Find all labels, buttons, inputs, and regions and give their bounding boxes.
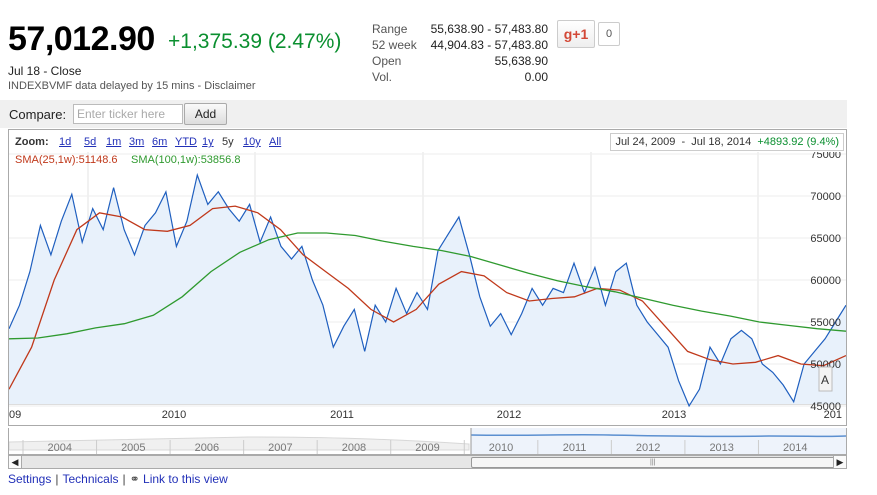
stat-label: 52 week (372, 38, 417, 52)
close-date: Jul 18 - Close (8, 64, 82, 78)
range-separator: - (681, 136, 686, 148)
link-icon: ⚭ (129, 472, 140, 486)
stat-label: Vol. (372, 70, 393, 84)
zoom-option-1m[interactable]: 1m (106, 136, 122, 148)
x-tick-label: 09 (9, 409, 21, 421)
zoom-option-all[interactable]: All (269, 136, 282, 148)
range-navigator[interactable]: 2004 2005 2006 2007 2008 2009 2010 2011 2012 2013… (8, 428, 847, 455)
x-tick-label: 2010 (162, 409, 186, 421)
navigator-year-label: 2006 (195, 442, 219, 454)
navigator-year-label: 2012 (636, 442, 660, 454)
navigator-chart[interactable]: 2004 2005 2006 2007 2008 2009 2010 2011 2012 2013… (8, 428, 847, 454)
zoom-bar: Zoom: 1d 5d 1m 3m 6m YTD 1y 5y 10y All J… (9, 130, 846, 152)
range-end[interactable]: Jul 18, 2014 (691, 136, 752, 148)
chart-panel: Zoom: 1d 5d 1m 3m 6m YTD 1y 5y 10y All J… (8, 129, 847, 426)
zoom-option-6m[interactable]: 6m (152, 136, 168, 148)
zoom-option-1y[interactable]: 1y (202, 136, 214, 148)
zoom-option-5d[interactable]: 5d (84, 136, 97, 148)
navigator-history-area (8, 436, 470, 451)
stat-value: 55,638.90 - 57,483.80 (430, 22, 548, 36)
x-tick-label: 2013 (662, 409, 686, 421)
zoom-option-3m[interactable]: 3m (129, 136, 145, 148)
navigator-year-label: 2007 (268, 442, 292, 454)
price-chart[interactable]: 75000 70000 65000 60000 55000 50000 45000 09 20… (9, 152, 846, 424)
navigator-year-label: 2011 (563, 442, 587, 454)
stat-row-range: Range 55,638.90 - 57,483.80 (372, 22, 548, 38)
horizontal-scrollbar[interactable]: ◀ ||| ▶ (8, 455, 847, 469)
svg-text:A: A (821, 373, 829, 387)
y-tick-label: 65000 (810, 233, 841, 245)
technicals-link[interactable]: Technicals (62, 472, 119, 486)
price-change: +1,375.39 (2.47%) (168, 30, 342, 53)
y-tick-label: 70000 (810, 191, 841, 203)
gplus-count: 0 (598, 22, 620, 46)
range-change: +4893.92 (9.4%) (757, 136, 839, 148)
x-tick-label: 201 (824, 409, 842, 421)
scroll-thumb[interactable]: ||| (471, 457, 835, 468)
legend-sma100: SMA(100,1w):53856.8 (131, 154, 240, 166)
navigator-year-label: 2014 (783, 442, 807, 454)
navigator-year-label: 2010 (489, 442, 513, 454)
navigator-window[interactable] (471, 428, 846, 454)
stat-label: Open (372, 54, 402, 68)
stat-row-52week: 52 week 44,904.83 - 57,483.80 (372, 38, 548, 54)
zoom-option-10y[interactable]: 10y (243, 136, 261, 148)
x-tick-label: 2011 (330, 409, 354, 421)
scroll-right-icon[interactable]: ▶ (833, 456, 846, 468)
y-tick-label: 50000 (810, 359, 841, 371)
date-range-box[interactable]: Jul 24, 2009 - Jul 18, 2014 +4893.92 (9.… (610, 133, 844, 151)
delayed-disclaimer: INDEXBVMF data delayed by 15 mins - Disc… (8, 80, 256, 92)
zoom-option-1d[interactable]: 1d (59, 136, 72, 148)
stat-row-open: Open 55,638.90 (372, 54, 548, 70)
stats-table: Range 55,638.90 - 57,483.80 52 week 44,9… (372, 22, 548, 86)
price-value: 57,012.90 (8, 20, 155, 58)
compare-bar: Compare: Add (0, 100, 847, 128)
zoom-option-5y[interactable]: 5y (222, 136, 234, 148)
legend-sma25: SMA(25,1w):51148.6 (15, 154, 118, 166)
stat-row-vol: Vol. 0.00 (372, 70, 548, 86)
stat-value: 0.00 (524, 70, 548, 84)
compare-label: Compare: (9, 107, 67, 122)
series-line-sma25 (9, 205, 846, 390)
settings-link[interactable]: Settings (8, 472, 52, 486)
y-tick-label: 55000 (810, 317, 841, 329)
zoom-option-ytd[interactable]: YTD (175, 136, 197, 148)
price-area-fill (9, 175, 846, 406)
navigator-year-label: 2008 (342, 442, 366, 454)
separator: | (122, 472, 126, 486)
y-tick-label: 45000 (810, 401, 841, 413)
add-button[interactable]: Add (184, 103, 227, 125)
stat-label: Range (372, 22, 408, 36)
navigator-year-label: 2005 (121, 442, 145, 454)
y-tick-label: 75000 (810, 152, 841, 161)
separator: | (55, 472, 59, 486)
navigator-line (470, 433, 847, 438)
gplus-button[interactable]: g+1 (557, 20, 595, 48)
navigator-year-label: 2009 (415, 442, 439, 454)
link-to-view[interactable]: Link to this view (143, 472, 228, 486)
scroll-left-icon[interactable]: ◀ (9, 456, 22, 468)
footer-links: Settings | Technicals | ⚭ Link to this view (8, 472, 228, 486)
compare-ticker-input[interactable] (73, 104, 183, 124)
navigator-year-label: 2013 (709, 442, 733, 454)
chart-tool-icon[interactable]: A (818, 366, 833, 392)
series-line-sma100 (9, 232, 846, 340)
range-start[interactable]: Jul 24, 2009 (615, 136, 676, 148)
series-line-price (9, 172, 846, 408)
zoom-label: Zoom: (15, 136, 49, 148)
stat-value: 44,904.83 - 57,483.80 (430, 38, 548, 52)
x-tick-label: 2012 (497, 409, 521, 421)
stat-value: 55,638.90 (494, 54, 548, 68)
y-tick-label: 60000 (810, 275, 841, 287)
grip-icon: ||| (650, 459, 656, 466)
navigator-year-label: 2004 (48, 442, 72, 454)
